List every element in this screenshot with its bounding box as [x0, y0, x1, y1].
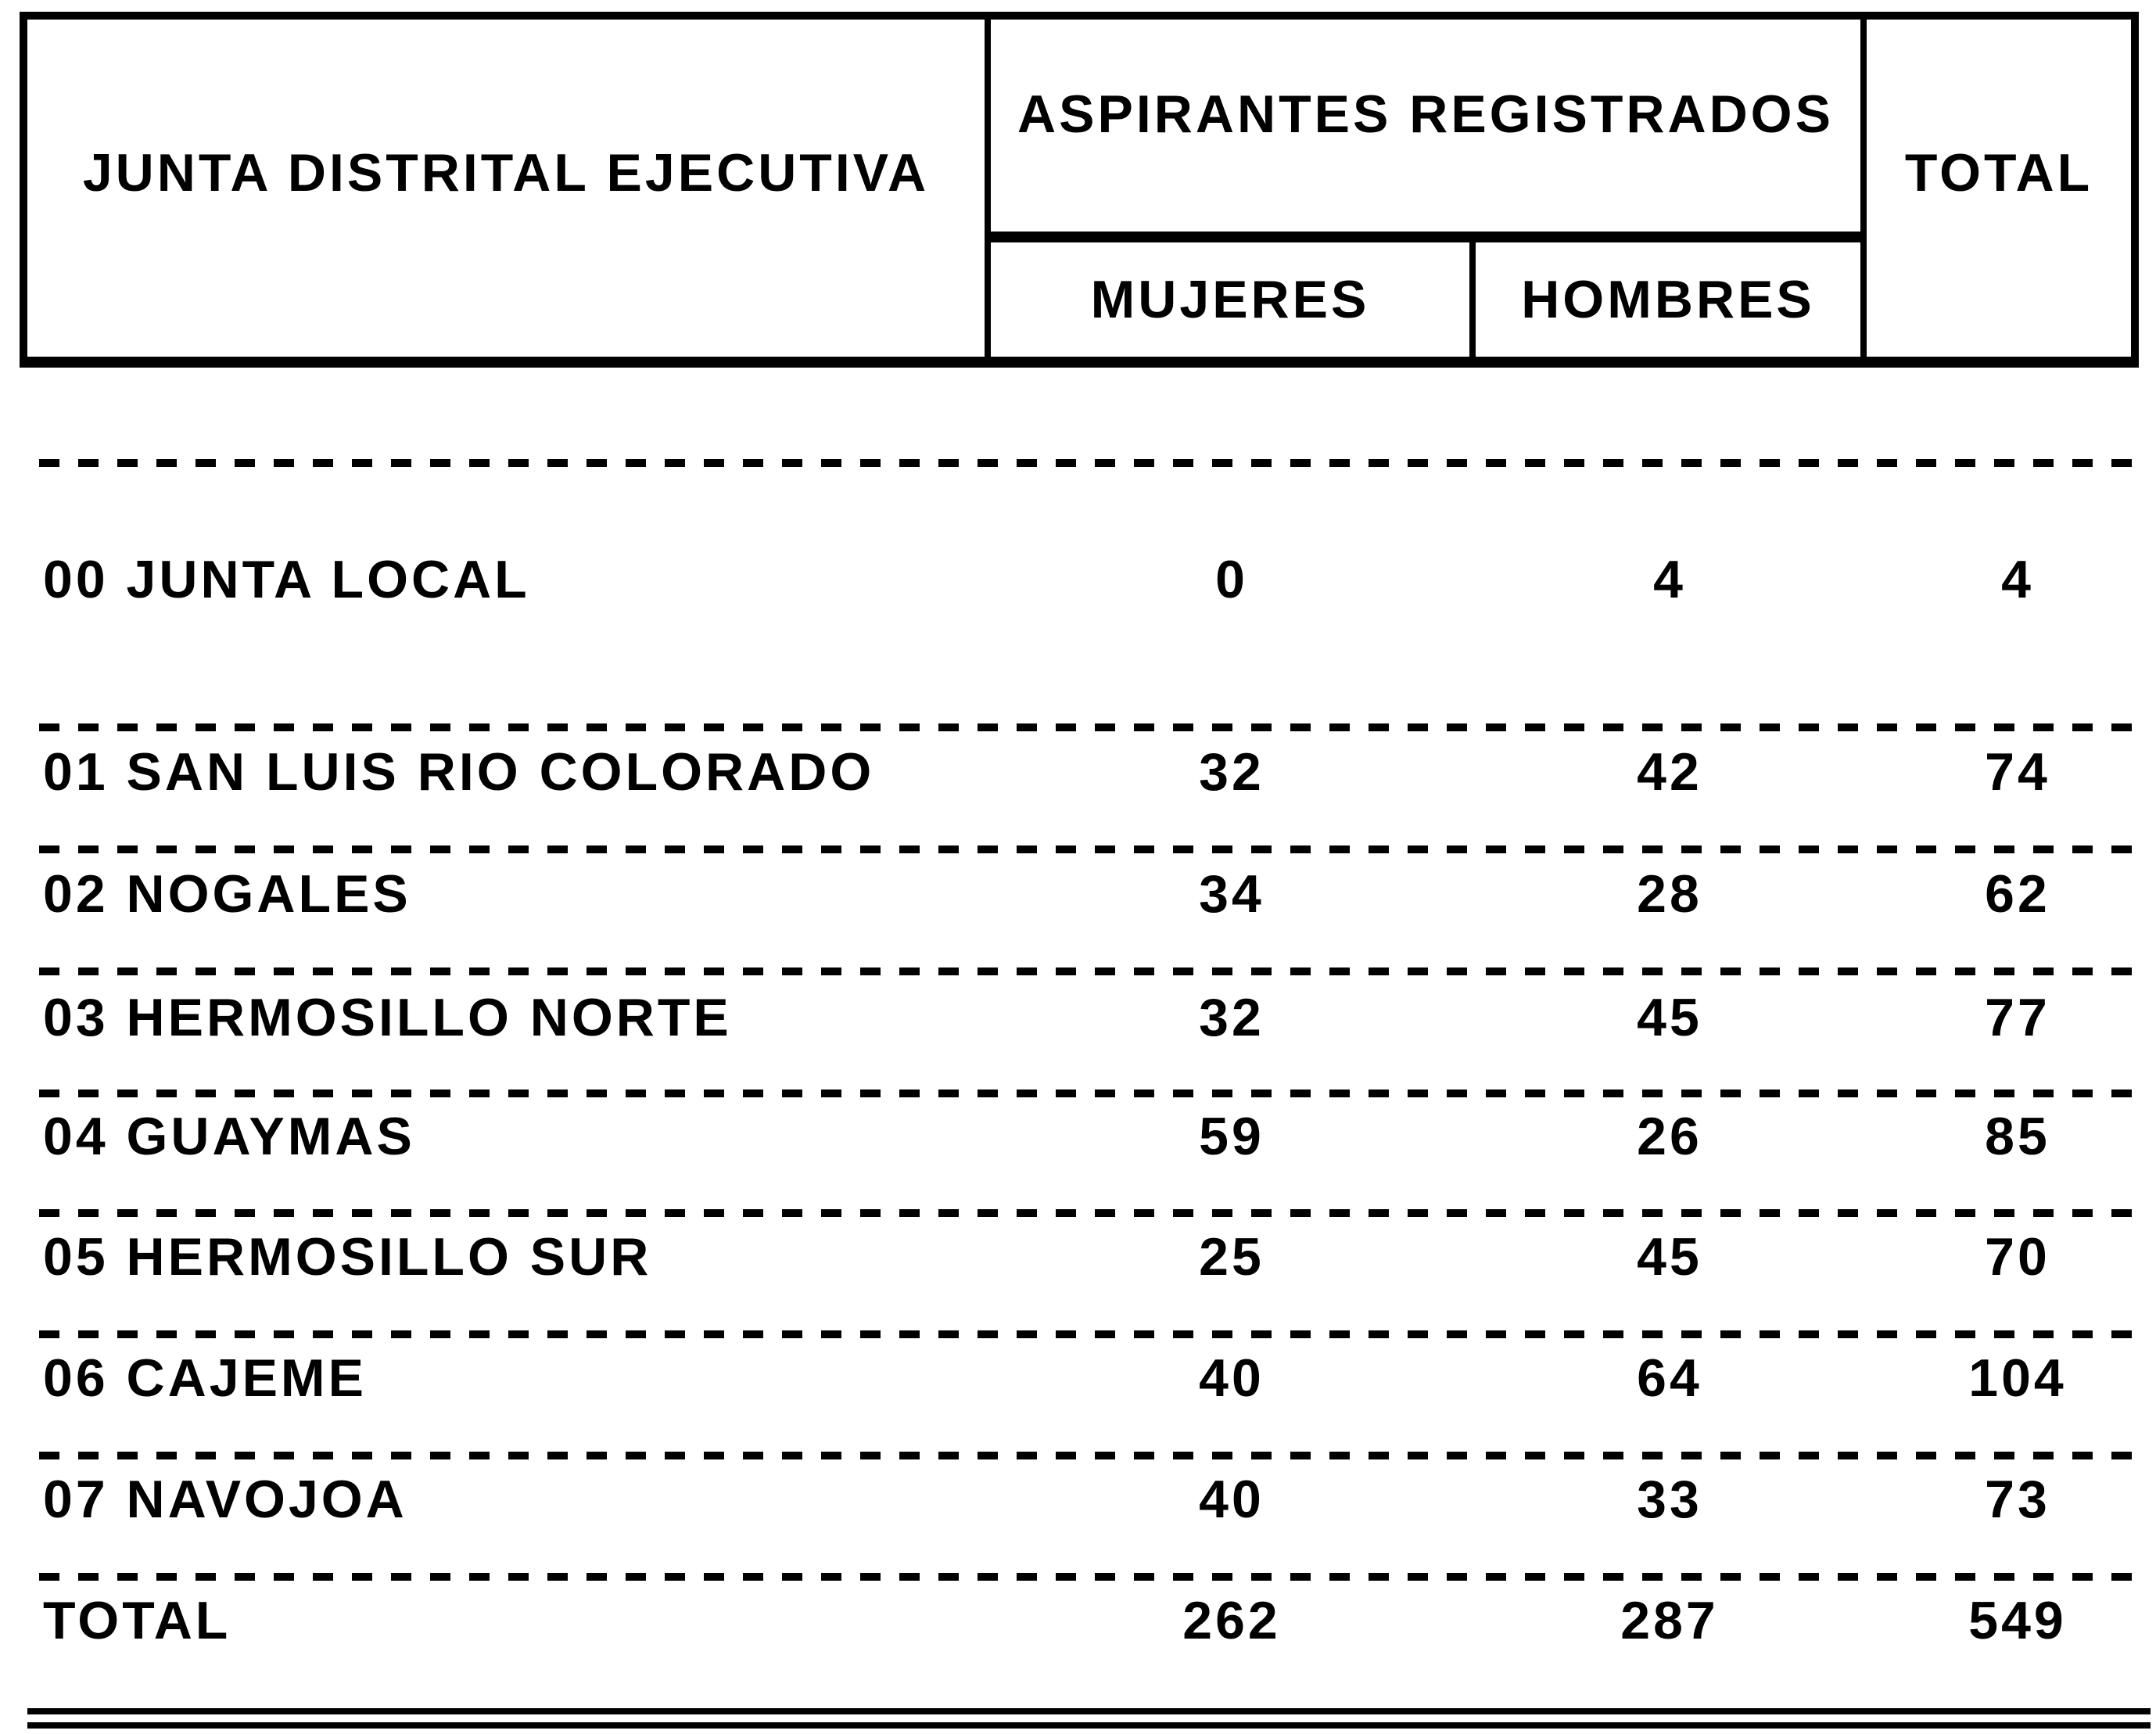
table-row-san-luis-rio-colorado: 01 SAN LUIS RIO COLORADO 32 42 74: [0, 729, 2156, 815]
dashed-divider: [39, 1573, 2151, 1581]
cell-hombres: 64: [1637, 1348, 1702, 1408]
row-label: 03 HERMOSILLO NORTE: [43, 988, 732, 1047]
dashed-divider: [39, 845, 2151, 853]
cell-total: 104: [1968, 1348, 2067, 1408]
cell-total: 4: [2001, 550, 2034, 609]
table-row-hermosillo-norte: 03 HERMOSILLO NORTE 32 45 77: [0, 975, 2156, 1061]
row-label: 06 CAJEME: [43, 1348, 367, 1408]
table-row-total: TOTAL 262 287 549: [0, 1578, 2156, 1664]
cell-mujeres: 34: [1199, 864, 1265, 924]
row-label: 01 SAN LUIS RIO COLORADO: [43, 742, 875, 802]
cell-total: 73: [1985, 1470, 2050, 1529]
row-label: 02 NOGALES: [43, 864, 411, 924]
cell-mujeres: 32: [1199, 988, 1265, 1047]
header-table: JUNTA DISTRITAL EJECUTIVA ASPIRANTES REG…: [20, 12, 2139, 368]
dashed-divider: [39, 1209, 2151, 1217]
header-label-aspirantes-registrados: ASPIRANTES REGISTRADOS: [1017, 84, 1834, 144]
row-label: 00 JUNTA LOCAL: [43, 550, 530, 609]
row-label: 04 GUAYMAS: [43, 1107, 415, 1166]
header-cell-junta-distrital: JUNTA DISTRITAL EJECUTIVA: [27, 20, 991, 357]
cell-mujeres-total: 262: [1182, 1591, 1281, 1650]
cell-total: 77: [1985, 988, 2050, 1047]
cell-hombres: 4: [1653, 550, 1686, 609]
dashed-divider: [39, 723, 2151, 731]
header-cell-aspirantes-registrados: ASPIRANTES REGISTRADOS: [991, 20, 1867, 242]
double-rule: [27, 1708, 2151, 1729]
cell-total: 62: [1985, 864, 2050, 924]
cell-total: 74: [1985, 742, 2050, 802]
dashed-divider: [39, 1330, 2151, 1338]
table-row-hermosillo-sur: 05 HERMOSILLO SUR 25 45 70: [0, 1214, 2156, 1300]
dashed-divider: [39, 1090, 2151, 1097]
header-cell-hombres: HOMBRES: [1476, 242, 1867, 357]
cell-hombres: 42: [1637, 742, 1702, 802]
cell-hombres: 33: [1637, 1470, 1702, 1529]
cell-mujeres: 32: [1199, 742, 1265, 802]
cell-hombres: 26: [1637, 1107, 1702, 1166]
row-label: 05 HERMOSILLO SUR: [43, 1227, 652, 1287]
table-row-nogales: 02 NOGALES 34 28 62: [0, 851, 2156, 937]
cell-hombres: 45: [1637, 1227, 1702, 1287]
dashed-divider: [39, 1452, 2151, 1459]
table-row-cajeme: 06 CAJEME 40 64 104: [0, 1335, 2156, 1421]
header-cell-mujeres: MUJERES: [991, 242, 1476, 357]
dashed-divider: [39, 968, 2151, 975]
cell-hombres: 28: [1637, 864, 1702, 924]
table-row-navojoa: 07 NAVOJOA 40 33 73: [0, 1456, 2156, 1542]
header-cell-total: TOTAL: [1867, 20, 2131, 357]
header-label-mujeres: MUJERES: [1090, 270, 1370, 329]
table-row-guaymas: 04 GUAYMAS 59 26 85: [0, 1093, 2156, 1179]
cell-total: 70: [1985, 1227, 2050, 1287]
cell-mujeres: 59: [1199, 1107, 1265, 1166]
cell-total: 85: [1985, 1107, 2050, 1166]
cell-mujeres: 40: [1199, 1348, 1265, 1408]
table-row-junta-local: 00 JUNTA LOCAL 0 4 4: [0, 537, 2156, 623]
header-label-junta-distrital: JUNTA DISTRITAL EJECUTIVA: [82, 142, 930, 203]
dashed-divider: [39, 459, 2151, 467]
header-label-hombres: HOMBRES: [1521, 270, 1815, 329]
cell-mujeres: 40: [1199, 1470, 1265, 1529]
row-label: 07 NAVOJOA: [43, 1470, 407, 1529]
cell-hombres: 45: [1637, 988, 1702, 1047]
cell-mujeres: 25: [1199, 1227, 1265, 1287]
header-label-total: TOTAL: [1904, 142, 2093, 203]
row-label-total: TOTAL: [43, 1591, 231, 1650]
cell-mujeres: 0: [1215, 550, 1248, 609]
cell-hombres-total: 287: [1620, 1591, 1719, 1650]
cell-total-total: 549: [1968, 1591, 2067, 1650]
